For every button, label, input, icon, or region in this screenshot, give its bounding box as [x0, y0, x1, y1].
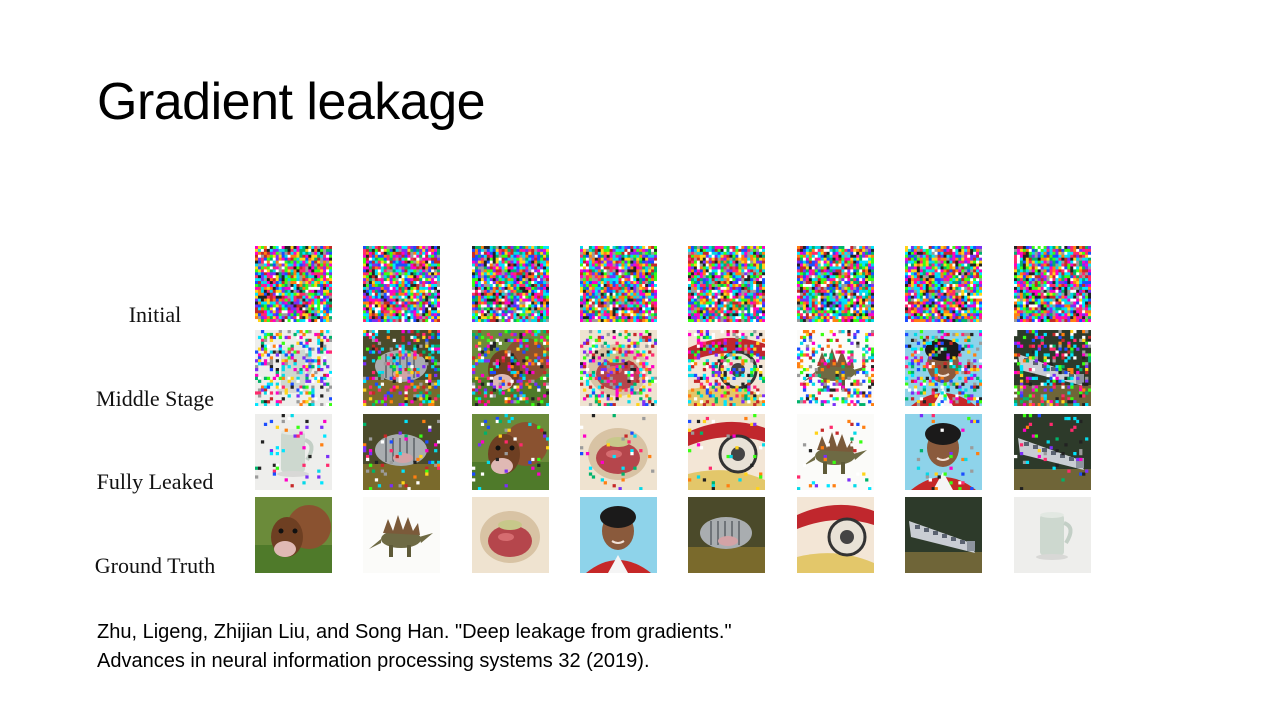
middle-image-mug: [255, 330, 332, 406]
fully-leaked-image-fish: [363, 414, 440, 490]
row-label-fully-leaked: Fully Leaked: [96, 469, 214, 494]
fully-leaked-image-train: [1014, 414, 1091, 490]
fully-leaked-image-apple: [580, 414, 657, 490]
ground-truth-image-telephone: [797, 497, 874, 573]
ground-truth-image-cow: [255, 497, 332, 573]
fully-leaked-image-stegosaurus: [797, 414, 874, 490]
middle-image-boy: [905, 330, 982, 406]
row-label-initial: Initial: [128, 302, 182, 327]
initial-image-noise: [688, 246, 765, 322]
middle-image-cow: [472, 330, 549, 406]
slide-title: Gradient leakage: [97, 73, 486, 131]
middle-image-telephone: [688, 330, 765, 406]
ground-truth-image-stegosaurus: [363, 497, 440, 573]
ground-truth-image-apple: [472, 497, 549, 573]
fully-leaked-image-boy: [905, 414, 982, 490]
initial-image-noise: [472, 246, 549, 322]
middle-image-fish: [363, 330, 440, 406]
initial-image-noise: [580, 246, 657, 322]
initial-image-noise: [363, 246, 440, 322]
ground-truth-image-mug: [1014, 497, 1091, 573]
fully-leaked-image-telephone: [688, 414, 765, 490]
ground-truth-image-train: [905, 497, 982, 573]
citation-line-1: Zhu, Ligeng, Zhijian Liu, and Song Han. …: [97, 621, 732, 643]
row-label-ground-truth: Ground Truth: [94, 553, 216, 578]
initial-image-noise: [905, 246, 982, 322]
fully-leaked-image-mug: [255, 414, 332, 490]
ground-truth-image-boy: [580, 497, 657, 573]
initial-image-noise: [797, 246, 874, 322]
citation-line-2: Advances in neural information processin…: [97, 650, 650, 672]
initial-image-noise: [1014, 246, 1091, 322]
middle-image-apple: [580, 330, 657, 406]
row-label-middle-stage: Middle Stage: [96, 386, 214, 411]
citation: Zhu, Ligeng, Zhijian Liu, and Song Han. …: [97, 618, 732, 676]
middle-image-train: [1014, 330, 1091, 406]
ground-truth-image-fish: [688, 497, 765, 573]
middle-image-stegosaurus: [797, 330, 874, 406]
initial-image-noise: [255, 246, 332, 322]
fully-leaked-image-cow: [472, 414, 549, 490]
